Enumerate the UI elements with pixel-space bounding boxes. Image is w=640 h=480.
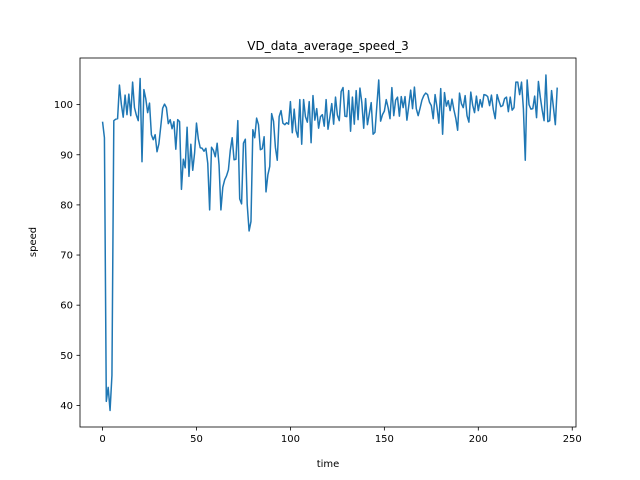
axes-frame [79,57,577,428]
plot-area [79,57,577,428]
x-tick-label: 100 [281,434,300,445]
y-tick-label: 70 [60,251,73,262]
y-tick-label: 50 [60,351,73,362]
x-tick-label: 250 [563,434,582,445]
y-tick-label: 80 [60,200,73,211]
chart-title: VD_data_average_speed_3 [247,39,409,53]
y-tick-label: 90 [60,150,73,161]
y-tick-label: 100 [54,100,73,111]
x-axis: 0 50 100 150 200 250 [99,427,582,445]
y-tick-label: 60 [60,301,73,312]
x-tick-label: 50 [190,434,203,445]
y-axis-label: speed [28,227,39,257]
series-line [101,74,558,412]
y-tick-label: 40 [60,401,73,412]
x-tick-label: 150 [375,434,394,445]
x-axis-label: time [317,459,340,470]
x-tick-label: 0 [99,434,105,445]
x-tick-label: 200 [469,434,488,445]
y-axis: 40 50 60 70 80 90 100 [54,100,80,412]
